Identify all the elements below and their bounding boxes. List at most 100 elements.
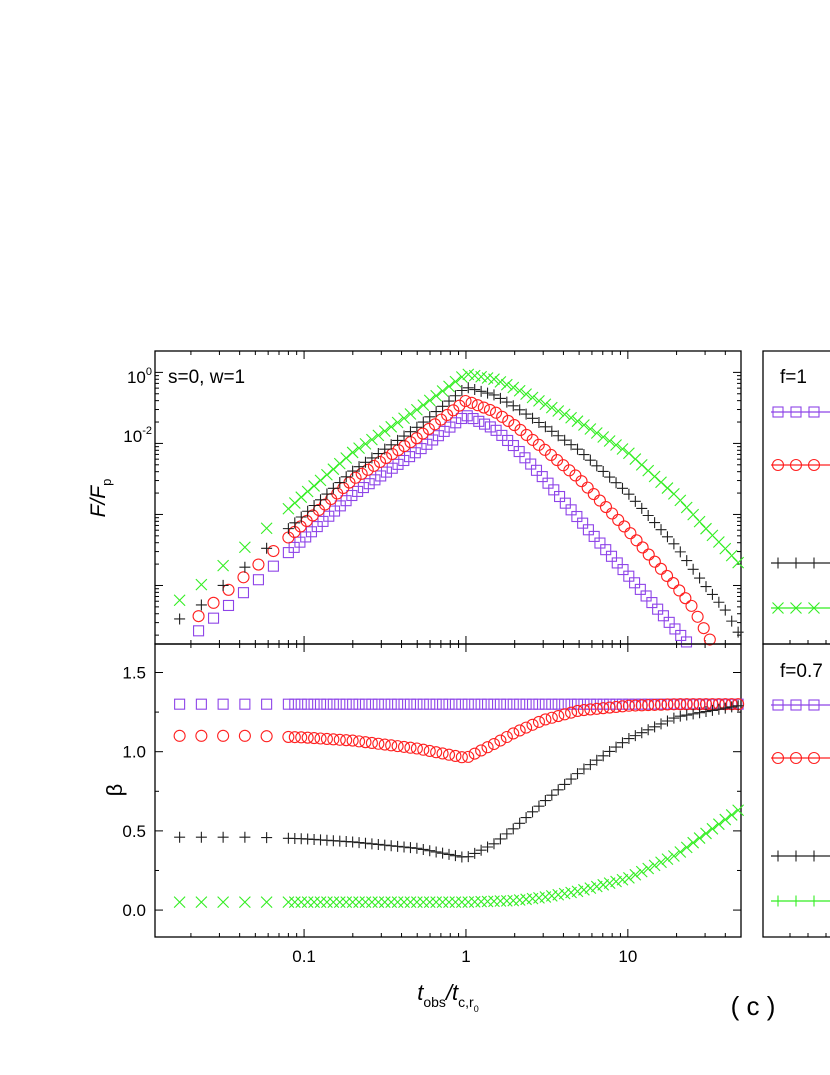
- bottom-point-circle: [301, 731, 314, 744]
- bottom-point-x: [410, 896, 423, 909]
- top-point-square: [513, 445, 525, 458]
- bottom-point-plus: [713, 703, 725, 715]
- bottom-point-square: [449, 698, 461, 710]
- bottom-point-circle: [173, 729, 186, 742]
- top-point-plus: [732, 626, 744, 638]
- right-point-plus: [790, 557, 802, 569]
- y-tick-label: 1.5: [122, 664, 146, 683]
- top-point-circle: [581, 481, 594, 494]
- bottom-point-plus: [385, 840, 397, 852]
- bottom-point-plus: [668, 712, 680, 724]
- bottom-point-square: [340, 698, 352, 710]
- bottom-point-circle: [417, 743, 430, 756]
- right-point-x: [790, 602, 802, 614]
- top-point-circle: [496, 410, 509, 423]
- bottom-point-circle: [584, 703, 597, 716]
- top-point-circle: [673, 584, 686, 597]
- right-point-x: [808, 602, 820, 614]
- top-point-plus: [289, 517, 301, 529]
- bottom-point-plus: [539, 795, 551, 807]
- bottom-point-circle: [391, 740, 404, 753]
- top-point-plus: [687, 563, 699, 575]
- top-point-circle: [459, 394, 472, 408]
- top-point-circle: [392, 443, 405, 457]
- top-point-circle: [575, 475, 588, 488]
- bottom-point-circle: [423, 744, 436, 758]
- bottom-point-plus: [462, 851, 474, 863]
- top-point-square: [237, 587, 250, 599]
- top-point-plus: [366, 452, 378, 464]
- bottom-point-plus: [700, 706, 712, 718]
- top-point-x: [308, 480, 320, 492]
- top-annotation: s=0, w=1: [168, 367, 245, 388]
- top-point-circle: [661, 569, 674, 583]
- bottom-point-circle: [635, 699, 648, 712]
- bottom-point-square: [302, 698, 314, 710]
- x-tick-label: 1: [461, 947, 470, 966]
- bottom-point-plus: [379, 839, 391, 851]
- top-point-x: [398, 412, 410, 425]
- top-point-plus: [411, 421, 423, 433]
- top-point-plus: [668, 538, 680, 550]
- bottom-panel: 0.0 0.5 1.0 1.5 0.1 1 10 β tobs/tc,r0: [102, 643, 745, 1014]
- top-point-plus: [488, 389, 500, 401]
- top-point-x: [552, 405, 565, 417]
- bottom-point-x: [195, 896, 208, 909]
- panel-label: ( c ): [731, 991, 776, 1021]
- bottom-point-plus: [719, 702, 731, 714]
- top-point-plus: [353, 461, 365, 473]
- top-point-plus: [424, 411, 436, 423]
- top-point-square: [386, 462, 398, 474]
- top-point-plus: [507, 400, 519, 412]
- bottom-point-square: [417, 698, 429, 710]
- right-top-label: f=1: [780, 367, 807, 388]
- bottom-point-x: [706, 822, 719, 835]
- bottom-point-x: [687, 836, 700, 849]
- bottom-point-circle: [378, 738, 391, 751]
- bottom-point-circle: [475, 744, 488, 757]
- top-point-plus: [295, 511, 307, 523]
- bottom-point-plus: [372, 838, 384, 850]
- bottom-point-square: [456, 698, 468, 710]
- x-tick-label: 10: [618, 947, 637, 966]
- top-point-circle: [349, 471, 362, 484]
- bottom-point-square: [327, 698, 339, 710]
- top-point-x: [378, 425, 391, 437]
- top-point-plus: [616, 482, 628, 494]
- top-point-plus: [327, 482, 339, 494]
- top-point-square: [380, 466, 393, 478]
- top-point-x: [404, 408, 417, 420]
- right-point-plus: [808, 895, 820, 907]
- top-series-x: [173, 368, 745, 607]
- bottom-series-x: [173, 804, 745, 909]
- top-point-plus: [302, 505, 314, 517]
- top-point-plus: [195, 599, 207, 611]
- top-point-square: [427, 434, 439, 446]
- top-point-square: [675, 629, 687, 642]
- bottom-point-square: [385, 698, 397, 710]
- bottom-point-plus: [604, 745, 616, 757]
- top-point-circle: [618, 520, 631, 533]
- top-point-square: [657, 610, 669, 622]
- right-point-circle: [771, 751, 785, 765]
- top-point-circle: [502, 414, 515, 427]
- bottom-point-x: [449, 896, 462, 909]
- bottom-point-square: [379, 698, 391, 710]
- top-point-square: [652, 603, 664, 615]
- right-point-plus: [790, 850, 802, 862]
- bottom-point-circle: [481, 741, 494, 754]
- top-point-circle: [386, 447, 399, 461]
- top-point-plus: [456, 384, 468, 396]
- top-point-x: [417, 399, 430, 411]
- bottom-point-square: [488, 698, 500, 710]
- top-point-circle: [207, 596, 220, 609]
- top-point-circle: [471, 399, 484, 412]
- top-point-circle: [606, 507, 619, 520]
- bottom-point-x: [378, 896, 391, 909]
- top-point-plus: [604, 471, 616, 483]
- bottom-point-plus: [636, 727, 648, 739]
- top-point-plus: [482, 387, 494, 399]
- bottom-point-circle: [404, 741, 417, 754]
- bottom-point-x: [455, 896, 468, 909]
- top-point-square: [461, 410, 473, 422]
